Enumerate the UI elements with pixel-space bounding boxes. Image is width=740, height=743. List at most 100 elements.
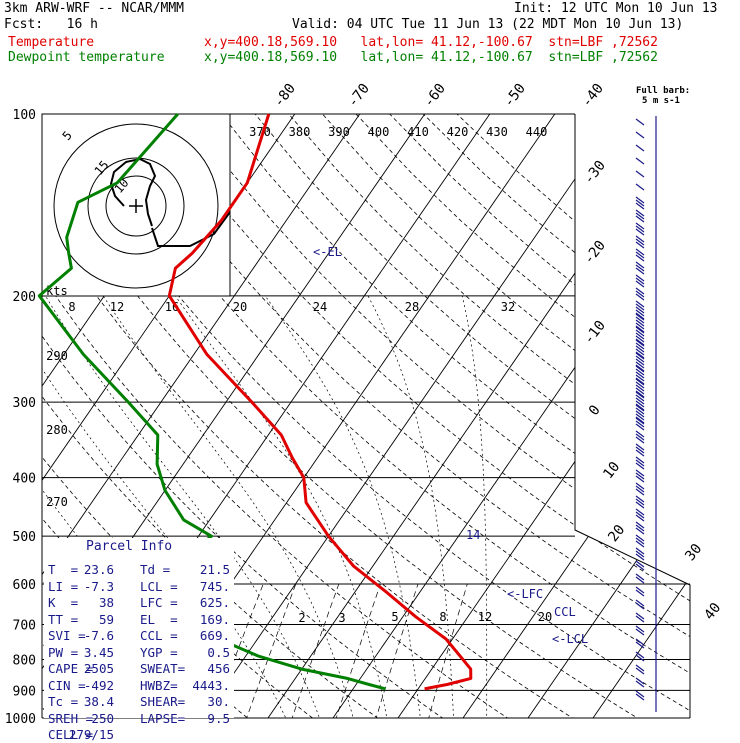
wind-barb xyxy=(636,548,644,554)
pressure-label: 300 xyxy=(13,396,36,411)
mixing-ratio-label: 5 xyxy=(391,610,398,624)
wind-barb xyxy=(636,603,644,609)
wind-barb xyxy=(636,203,644,209)
parcel-value: 38.4 xyxy=(84,694,114,709)
parcel-value: 745. xyxy=(200,579,230,594)
isotherm xyxy=(584,114,740,731)
parcel-key: K = xyxy=(48,595,78,610)
speed-label: 28 xyxy=(405,300,419,314)
wind-barb xyxy=(636,268,644,274)
theta-label: 410 xyxy=(407,125,429,139)
wind-barb xyxy=(636,229,644,235)
wind-barb xyxy=(636,470,644,476)
wind-barb xyxy=(636,372,644,378)
parcel-key: SVI = xyxy=(48,628,86,643)
dry-adiabat xyxy=(457,114,740,731)
wind-barb xyxy=(636,301,644,307)
mixing-ratio-line xyxy=(288,584,339,731)
wind-barb xyxy=(636,213,644,219)
wind-barb xyxy=(636,304,644,310)
parcel-value: 9.5 xyxy=(207,711,230,726)
wind-barb xyxy=(636,574,644,580)
wind-barb xyxy=(636,226,644,232)
parcel-value: 669. xyxy=(200,628,230,643)
wind-barb xyxy=(636,460,644,466)
parcel-key: LAPSE= xyxy=(140,711,185,726)
parcel-value: 59 xyxy=(99,612,114,627)
parcel-value: 4443. xyxy=(192,678,230,693)
speed-label: 8 xyxy=(68,300,75,314)
wind-barb xyxy=(636,463,644,469)
speed-label: 12 xyxy=(110,300,124,314)
wind-barb xyxy=(636,590,644,596)
isotherm-label: -10 xyxy=(581,318,609,348)
parcel-value: -492 xyxy=(84,678,114,693)
isotherm-label: -60 xyxy=(421,81,449,111)
wind-barb xyxy=(636,554,644,560)
parcel-key: EL = xyxy=(140,612,178,627)
barb-legend-top: Full barb: xyxy=(636,86,690,96)
dry-adiabat xyxy=(322,114,740,731)
mixing-ratio-label: 20 xyxy=(538,610,552,624)
wind-barb xyxy=(636,665,644,671)
level-marker-extra: 14 xyxy=(466,528,480,542)
pressure-label: 400 xyxy=(13,472,36,487)
isotherm-label: 40 xyxy=(701,600,724,623)
wind-barb xyxy=(636,668,644,674)
wind-barb xyxy=(636,476,644,482)
wind-barb xyxy=(636,447,644,453)
parcel-value: 456 xyxy=(207,661,230,676)
wind-barb xyxy=(636,522,644,528)
wind-barb xyxy=(636,119,644,125)
parcel-key: T = xyxy=(48,562,78,577)
parcel-key: LCL = xyxy=(140,579,178,594)
isotherm xyxy=(0,114,35,731)
mixing-ratio-label: 2 xyxy=(298,611,305,625)
wind-barb xyxy=(636,473,644,479)
parcel-key: SWEAT= xyxy=(140,661,185,676)
wind-barb xyxy=(636,216,644,222)
wind-barb xyxy=(636,200,644,206)
wind-barbs xyxy=(636,116,656,712)
theta-left-label: 270 xyxy=(46,495,68,509)
pressure-label: 800 xyxy=(13,653,36,668)
pressure-label: 1000 xyxy=(5,712,36,727)
isotherm-label: -50 xyxy=(501,81,529,111)
wind-barb xyxy=(636,489,644,495)
wind-barb xyxy=(636,694,644,700)
isotherm-label: 0 xyxy=(586,402,604,418)
wind-barb xyxy=(636,145,644,151)
wind-barb xyxy=(636,678,644,684)
parcel-key: YGP = xyxy=(140,645,178,660)
parcel-key: PW = xyxy=(48,645,78,660)
wind-barb xyxy=(636,483,644,489)
parcel-key: LI = xyxy=(48,579,78,594)
wind-barb xyxy=(636,424,644,430)
parcel-key: TT = xyxy=(48,612,78,627)
theta-label: 430 xyxy=(486,125,508,139)
wind-barb xyxy=(636,359,644,365)
isotherm-label: 30 xyxy=(682,541,705,564)
wind-barb xyxy=(636,600,644,606)
wind-barb xyxy=(636,184,644,190)
parcel-key: SHEAR= xyxy=(140,694,185,709)
wind-barb xyxy=(636,333,644,339)
wind-barb xyxy=(636,457,644,463)
wind-barb xyxy=(636,629,644,635)
isotherm-label: -40 xyxy=(579,81,607,111)
pressure-label: 700 xyxy=(13,618,36,633)
theta-left-label: 280 xyxy=(46,423,68,437)
wind-barb xyxy=(636,434,644,440)
mixing-ratio-line xyxy=(242,584,296,731)
theta-left-label: 290 xyxy=(46,349,68,363)
isotherm-label: -70 xyxy=(345,81,373,111)
wind-barb xyxy=(636,626,644,632)
wind-barb xyxy=(636,499,644,505)
wind-barb xyxy=(636,239,644,245)
mixing-ratio-label: 12 xyxy=(478,610,492,624)
parcel-value: 0.5 xyxy=(207,645,230,660)
wind-barb xyxy=(636,288,644,294)
